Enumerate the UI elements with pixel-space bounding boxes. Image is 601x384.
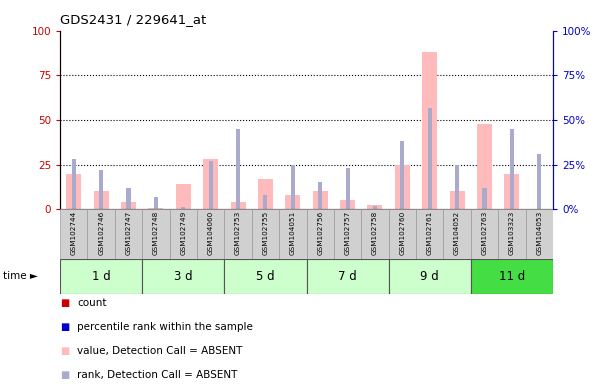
Bar [209,161,213,209]
Bar [307,209,334,259]
Text: 7 d: 7 d [338,270,357,283]
Bar [197,209,224,259]
Bar [395,165,410,209]
Bar [313,192,328,209]
Text: GSM102761: GSM102761 [427,211,433,255]
Text: time ►: time ► [3,271,38,281]
Bar [428,108,432,209]
Bar [142,209,169,259]
Text: GSM102756: GSM102756 [317,211,323,255]
Bar [367,205,382,209]
Text: GSM102744: GSM102744 [71,211,77,255]
Bar [498,209,525,259]
Bar [455,165,459,209]
Text: ■: ■ [60,370,69,380]
Bar [175,184,191,209]
Bar [537,154,542,209]
Bar [236,129,240,209]
Bar [318,182,322,209]
Text: GSM104052: GSM104052 [454,211,460,255]
Bar [182,207,185,209]
Bar [126,188,130,209]
Bar [450,192,465,209]
Bar [389,259,471,294]
Text: 3 d: 3 d [174,270,192,283]
Text: GSM103323: GSM103323 [509,211,515,255]
Text: 5 d: 5 d [256,270,275,283]
Text: ■: ■ [60,322,69,332]
Bar [88,209,115,259]
Bar [416,209,444,259]
Text: percentile rank within the sample: percentile rank within the sample [77,322,253,332]
Text: 1 d: 1 d [92,270,111,283]
Bar [115,209,142,259]
Bar [307,259,389,294]
Bar [169,209,197,259]
Bar [444,209,471,259]
Bar [471,259,553,294]
Text: GSM102746: GSM102746 [98,211,104,255]
Bar [60,259,142,294]
Bar [483,188,487,209]
Bar [94,192,109,209]
Text: GSM102757: GSM102757 [344,211,350,255]
Bar [99,170,103,209]
Bar [510,129,514,209]
Bar [252,209,279,259]
Text: GSM102749: GSM102749 [180,211,186,255]
Text: GSM102753: GSM102753 [235,211,241,255]
Text: GSM104053: GSM104053 [536,211,542,255]
Bar [66,174,81,209]
Bar [72,159,76,209]
Bar [291,165,295,209]
Text: ■: ■ [60,298,69,308]
Text: ■: ■ [60,346,69,356]
Bar [471,209,498,259]
Bar [525,209,553,259]
Bar [224,209,252,259]
Text: GSM102758: GSM102758 [372,211,378,255]
Text: 11 d: 11 d [499,270,525,283]
Bar [279,209,307,259]
Bar [373,206,377,209]
Bar [334,209,361,259]
Text: value, Detection Call = ABSENT: value, Detection Call = ABSENT [77,346,242,356]
Bar [154,197,158,209]
Bar [389,209,416,259]
Bar [477,124,492,209]
Text: GSM102760: GSM102760 [399,211,405,255]
Bar [203,159,218,209]
Text: GSM104060: GSM104060 [208,211,214,255]
Text: GSM102747: GSM102747 [126,211,132,255]
Text: 9 d: 9 d [420,270,439,283]
Bar [285,195,300,209]
Bar [121,202,136,209]
Text: GSM102748: GSM102748 [153,211,159,255]
Bar [60,209,88,259]
Bar [263,195,267,209]
Text: count: count [77,298,106,308]
Bar [346,168,350,209]
Bar [231,202,246,209]
Bar [258,179,273,209]
Bar [224,259,307,294]
Bar [340,200,355,209]
Text: GSM102755: GSM102755 [263,211,269,255]
Bar [504,174,519,209]
Text: GDS2431 / 229641_at: GDS2431 / 229641_at [60,13,206,26]
Text: GSM104051: GSM104051 [290,211,296,255]
Text: rank, Detection Call = ABSENT: rank, Detection Call = ABSENT [77,370,237,380]
Bar [400,141,404,209]
Bar [142,259,224,294]
Bar [422,52,438,209]
Bar [361,209,389,259]
Text: GSM102763: GSM102763 [481,211,487,255]
